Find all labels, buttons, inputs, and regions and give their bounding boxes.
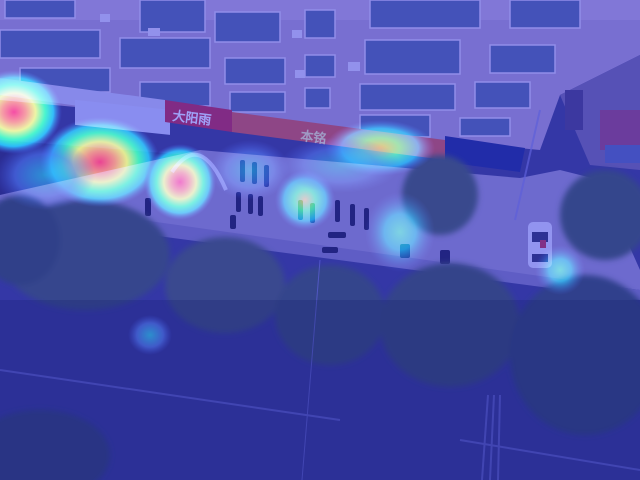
road-shade [0, 300, 640, 480]
heatmap-overlay [0, 70, 585, 355]
street-trees [0, 155, 640, 480]
side-building [560, 55, 640, 170]
road-markings [0, 109, 640, 480]
shop-sign-1-text: 大阳雨 [172, 108, 213, 129]
